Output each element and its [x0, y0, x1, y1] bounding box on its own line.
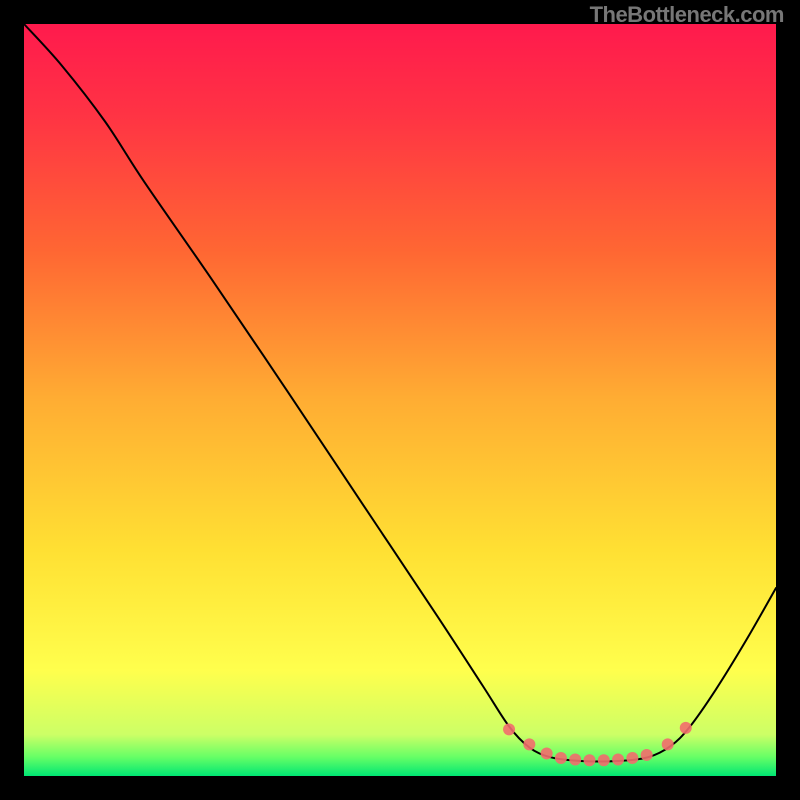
- marker-dot: [626, 752, 638, 764]
- plot-background: [24, 24, 776, 776]
- marker-dot: [584, 754, 596, 766]
- marker-dot: [503, 723, 515, 735]
- marker-dot: [641, 749, 653, 761]
- bottleneck-chart: [0, 0, 800, 800]
- marker-dot: [555, 752, 567, 764]
- marker-dot: [523, 738, 535, 750]
- marker-dot: [541, 747, 553, 759]
- watermark-text: TheBottleneck.com: [590, 2, 784, 28]
- marker-dot: [569, 753, 581, 765]
- marker-dot: [662, 738, 674, 750]
- marker-dot: [680, 722, 692, 734]
- marker-dot: [612, 753, 624, 765]
- marker-dot: [598, 754, 610, 766]
